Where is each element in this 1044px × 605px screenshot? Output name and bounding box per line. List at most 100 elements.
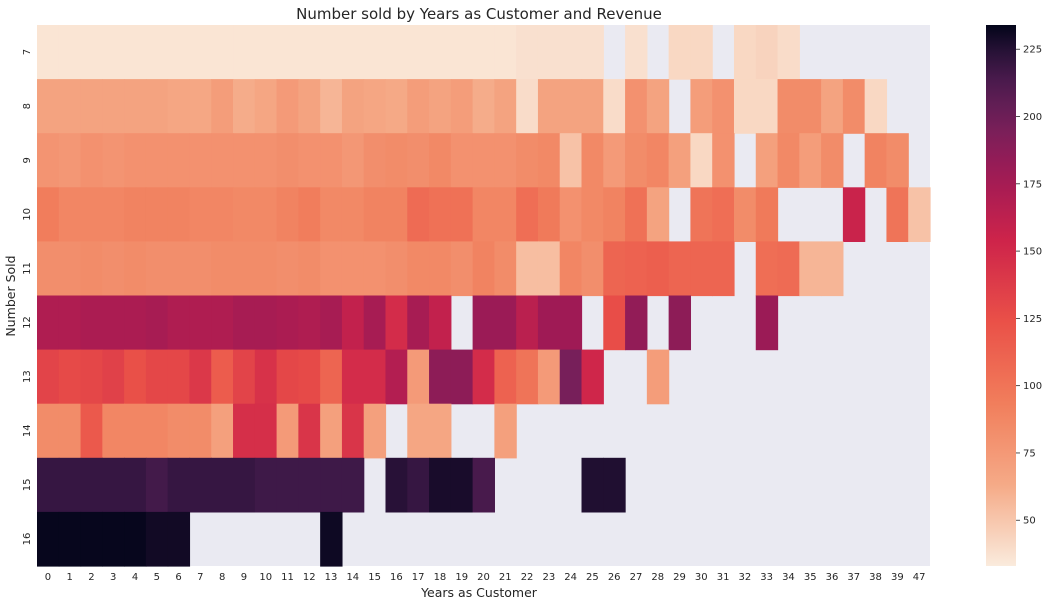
heatmap-cell [320, 187, 343, 242]
heatmap-cell [80, 25, 103, 80]
heatmap-cell [102, 187, 125, 242]
heatmap-cell [363, 403, 387, 459]
heatmap-cell [646, 79, 670, 134]
heatmap-cell [516, 79, 539, 134]
heatmap-cell [363, 241, 387, 297]
heatmap-cell [298, 403, 321, 459]
x-tick-label: 9 [241, 572, 247, 583]
heatmap-cell [80, 241, 103, 297]
heatmap-cells [37, 25, 931, 567]
heatmap-cell [167, 295, 191, 351]
heatmap-cell [559, 241, 583, 297]
heatmap-cell [167, 79, 191, 134]
x-tick-labels: 0 1 2 3 4 5 6 7 8 9 10 11 12 13 14 15 16 17 18 19 20 21 22 23 24… [45, 572, 926, 583]
heatmap-cell [167, 241, 191, 297]
heatmap-cell [211, 403, 234, 459]
chart-title: Number sold by Years as Customer and Rev… [296, 5, 662, 23]
heatmap-cell [145, 349, 169, 405]
x-tick-label: 13 [325, 572, 338, 583]
heatmap-cell [211, 25, 234, 80]
heatmap-cell [777, 133, 800, 188]
heatmap-cell [341, 79, 365, 134]
heatmap-cell [472, 241, 495, 297]
heatmap-cell [189, 25, 212, 80]
heatmap-cell [102, 403, 125, 459]
heatmap-cell [145, 403, 169, 459]
heatmap-cell [320, 511, 343, 567]
heatmap-cell [80, 457, 103, 513]
heatmap-cell [516, 25, 539, 80]
heatmap-cell [320, 133, 343, 188]
heatmap-cell [102, 457, 125, 513]
heatmap-cell [712, 133, 735, 188]
heatmap-cell [581, 25, 604, 80]
heatmap-cell [254, 79, 278, 134]
x-tick-label: 28 [651, 572, 664, 583]
x-tick-label: 35 [804, 572, 817, 583]
heatmap-cell [320, 241, 343, 297]
heatmap-cell [37, 349, 60, 405]
y-tick-label: 7 [22, 49, 33, 55]
heatmap-cell [320, 25, 343, 80]
x-axis-label: Years as Customer [420, 585, 538, 600]
x-tick-label: 38 [869, 572, 882, 583]
x-tick-label: 17 [412, 572, 425, 583]
heatmap-cell [559, 187, 583, 242]
heatmap-cell [821, 133, 844, 188]
heatmap-cell [581, 241, 604, 297]
heatmap-cell [363, 25, 387, 80]
heatmap-cell [407, 349, 430, 405]
heatmap-cell [320, 457, 343, 513]
heatmap-cell [385, 187, 408, 242]
heatmap-cell [102, 133, 125, 188]
heatmap-cell [58, 295, 82, 351]
heatmap-cell [189, 349, 212, 405]
heatmap-cell [842, 187, 866, 242]
heatmap-cell [864, 133, 888, 188]
heatmap-cell [102, 241, 125, 297]
heatmap-cell [298, 133, 321, 188]
heatmap-cell [254, 349, 278, 405]
heatmap-cell [233, 295, 256, 351]
heatmap-cell [233, 133, 256, 188]
heatmap-cell [124, 403, 147, 459]
heatmap-cell [385, 241, 408, 297]
heatmap-cell [537, 187, 561, 242]
heatmap-cell [537, 295, 561, 351]
heatmap-cell [124, 295, 147, 351]
x-tick-label: 31 [717, 572, 730, 583]
y-tick-label: 10 [22, 208, 33, 221]
heatmap-cell [145, 511, 169, 567]
heatmap-cell [494, 133, 517, 188]
colorbar-tick-label: 225 [1023, 45, 1042, 56]
heatmap-cell [298, 457, 321, 513]
x-tick-label: 16 [390, 572, 403, 583]
heatmap-cell [516, 295, 539, 351]
heatmap-cell [254, 295, 278, 351]
heatmap-cell [233, 241, 256, 297]
heatmap-cell [429, 295, 452, 351]
heatmap-cell [80, 187, 103, 242]
heatmap-cell [450, 457, 474, 513]
heatmap-cell [189, 133, 212, 188]
heatmap-cell [124, 241, 147, 297]
heatmap-cell [755, 79, 779, 134]
heatmap-cell [254, 403, 278, 459]
heatmap-cell [124, 187, 147, 242]
heatmap-cell [341, 25, 365, 80]
heatmap-cell [472, 457, 495, 513]
heatmap-cell [690, 79, 713, 134]
heatmap-cell [537, 241, 561, 297]
heatmap-cell [733, 25, 757, 80]
heatmap-cell [407, 79, 430, 134]
colorbar-tick-labels: 50 75 100 125 150 175 200 225 [1016, 45, 1042, 527]
heatmap-cell [755, 295, 779, 351]
heatmap-cell [276, 187, 299, 242]
heatmap-cell [690, 241, 713, 297]
y-tick-label: 8 [22, 103, 33, 109]
heatmap-cell [102, 25, 125, 80]
heatmap-cell [211, 241, 234, 297]
heatmap-cell [625, 295, 648, 351]
heatmap-cell [799, 241, 822, 297]
heatmap-cell [211, 457, 234, 513]
